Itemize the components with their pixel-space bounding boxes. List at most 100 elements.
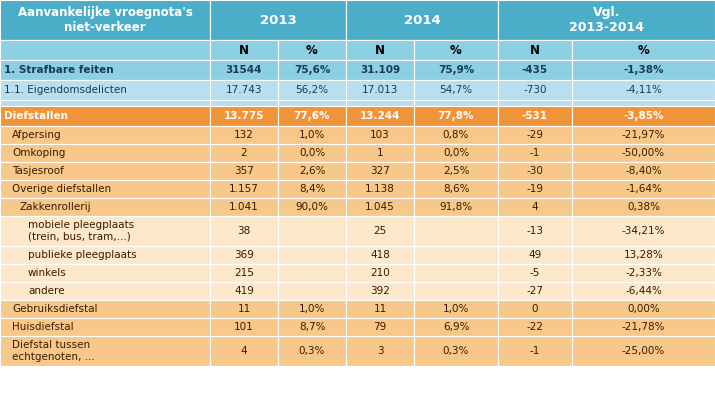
Bar	[572, 282, 715, 300]
Text: 1.045: 1.045	[365, 202, 395, 212]
Bar	[498, 40, 572, 60]
Text: Vgl.
2013-2014: Vgl. 2013-2014	[569, 6, 644, 34]
Bar	[572, 40, 715, 60]
Bar	[210, 264, 278, 282]
Bar	[210, 100, 278, 106]
Text: 75,6%: 75,6%	[294, 65, 330, 75]
Text: 215: 215	[234, 268, 254, 278]
Bar	[278, 264, 346, 282]
Text: -2,33%: -2,33%	[625, 268, 662, 278]
Bar	[414, 100, 498, 106]
Bar	[278, 100, 346, 106]
Text: %: %	[306, 44, 318, 56]
Text: andere: andere	[28, 286, 64, 296]
Text: 210: 210	[370, 268, 390, 278]
Text: -1,64%: -1,64%	[625, 184, 662, 194]
Bar	[498, 300, 572, 318]
Bar	[498, 180, 572, 198]
Text: -1: -1	[530, 148, 541, 158]
Text: N: N	[375, 44, 385, 56]
Text: 369: 369	[234, 250, 254, 260]
Text: 327: 327	[370, 166, 390, 176]
Bar	[210, 216, 278, 246]
Bar	[0, 300, 210, 318]
Text: 90,0%: 90,0%	[295, 202, 328, 212]
Text: -4,11%: -4,11%	[625, 85, 662, 95]
Text: 103: 103	[370, 130, 390, 140]
Text: N: N	[239, 44, 249, 56]
Bar	[414, 126, 498, 144]
Text: -29: -29	[526, 130, 543, 140]
Text: 17.013: 17.013	[362, 85, 398, 95]
Text: Gebruiksdiefstal: Gebruiksdiefstal	[12, 304, 97, 314]
Text: 0,0%: 0,0%	[299, 148, 325, 158]
Text: -19: -19	[526, 184, 543, 194]
Text: -730: -730	[523, 85, 547, 95]
Bar	[346, 336, 414, 366]
Bar	[414, 198, 498, 216]
Text: 0,3%: 0,3%	[299, 346, 325, 356]
Bar	[346, 106, 414, 126]
Text: 91,8%: 91,8%	[440, 202, 473, 212]
Text: 0,8%: 0,8%	[443, 130, 469, 140]
Bar	[278, 318, 346, 336]
Text: 0,38%: 0,38%	[627, 202, 660, 212]
Bar	[0, 264, 210, 282]
Bar	[498, 246, 572, 264]
Text: -1,38%: -1,38%	[623, 65, 664, 75]
Bar	[210, 144, 278, 162]
Text: N: N	[530, 44, 540, 56]
Bar	[210, 282, 278, 300]
Text: 1.157: 1.157	[229, 184, 259, 194]
Text: 17.743: 17.743	[226, 85, 262, 95]
Bar	[572, 180, 715, 198]
Bar	[278, 282, 346, 300]
Bar	[572, 162, 715, 180]
Text: 418: 418	[370, 250, 390, 260]
Text: 357: 357	[234, 166, 254, 176]
Text: 11: 11	[237, 304, 251, 314]
Bar	[498, 162, 572, 180]
Text: -34,21%: -34,21%	[622, 226, 665, 236]
Bar	[210, 80, 278, 100]
Bar	[278, 162, 346, 180]
Bar	[572, 100, 715, 106]
Bar	[414, 216, 498, 246]
Bar	[210, 300, 278, 318]
Bar	[278, 40, 346, 60]
Text: 132: 132	[234, 130, 254, 140]
Text: %: %	[638, 44, 649, 56]
Bar	[0, 246, 210, 264]
Text: winkels: winkels	[28, 268, 66, 278]
Bar	[0, 216, 210, 246]
Text: -531: -531	[522, 111, 548, 121]
Bar	[414, 144, 498, 162]
Bar	[0, 106, 210, 126]
Bar	[210, 198, 278, 216]
Text: -25,00%: -25,00%	[622, 346, 665, 356]
Bar	[0, 0, 210, 40]
Text: 31544: 31544	[226, 65, 262, 75]
Text: -50,00%: -50,00%	[622, 148, 665, 158]
Text: 2,5%: 2,5%	[443, 166, 469, 176]
Text: 49: 49	[528, 250, 542, 260]
Bar	[346, 216, 414, 246]
Bar	[346, 100, 414, 106]
Bar	[498, 318, 572, 336]
Bar	[210, 106, 278, 126]
Bar	[414, 60, 498, 80]
Bar	[414, 162, 498, 180]
Bar	[414, 264, 498, 282]
Text: 11: 11	[373, 304, 387, 314]
Text: 8,4%: 8,4%	[299, 184, 325, 194]
Text: 1. Strafbare feiten: 1. Strafbare feiten	[4, 65, 114, 75]
Text: -22: -22	[526, 322, 543, 332]
Bar	[498, 198, 572, 216]
Bar	[346, 264, 414, 282]
Text: 3: 3	[377, 346, 383, 356]
Bar	[210, 60, 278, 80]
Bar	[210, 318, 278, 336]
Text: Aanvankelijke vroegnota's
niet-verkeer: Aanvankelijke vroegnota's niet-verkeer	[18, 6, 192, 34]
Bar	[0, 162, 210, 180]
Text: 8,7%: 8,7%	[299, 322, 325, 332]
